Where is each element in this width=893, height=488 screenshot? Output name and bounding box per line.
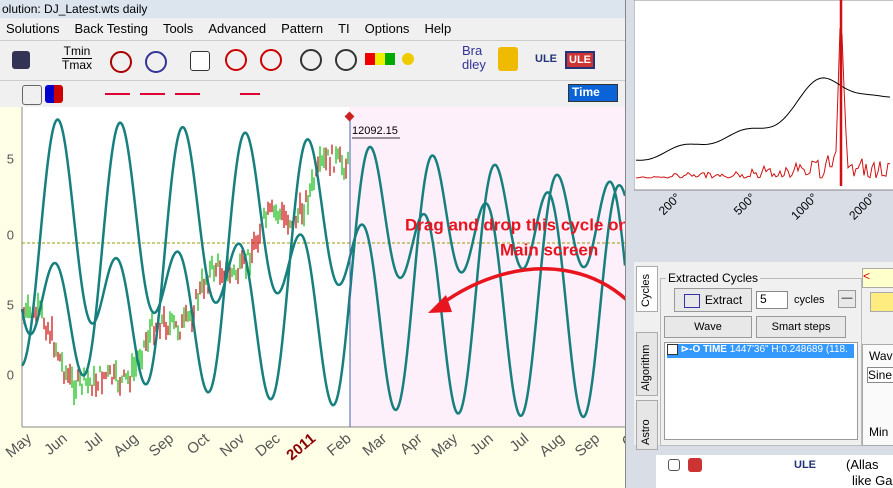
title-bar: olution: DJ_Latest.wts daily [0,0,625,18]
group-box [660,278,862,446]
x-label: O [619,430,625,451]
annotation-2: Main screen [500,240,598,259]
menu-item[interactable]: Tools [162,21,194,36]
cycle-item[interactable]: ⊳-O TIME 1447'36" H:0.248689 (118. [667,344,854,358]
tmin-tmax-button[interactable]: Tmin Tmax [62,45,92,72]
cycle-marker: ⊳-O [680,344,701,356]
spectrum-chart: 200° 500° 1000° 2000° [634,0,893,223]
cycle-label: TIME [703,344,727,356]
y-tick-label: 0 [7,367,14,382]
menu-item[interactable]: Back Testing [74,21,148,36]
y-tick-label: 5 [7,297,14,312]
main-chart: 12092.15 Drag and drop this cycle on the… [0,107,625,488]
toolbar-2: Time [0,80,625,107]
cycle-list: ⊳-O TIME 1447'36" H:0.248689 (118. [664,342,858,440]
menu-item[interactable]: Solutions [6,21,60,36]
tab[interactable]: Cycles [636,266,658,312]
price-label: 12092.15 [352,125,398,137]
cycles-label: cycles [794,294,825,306]
cycle-count[interactable]: 5 [756,291,788,309]
spectrum-x-label: 500° [731,190,759,218]
menu-item[interactable]: TI [338,21,350,36]
side-arrow-text: < [863,269,871,283]
time-dropdown[interactable]: Time [568,84,618,102]
tab-label: Cycles [640,273,652,307]
bradley-2: dley [462,57,486,72]
tab[interactable]: Algorithm [636,332,658,396]
menu-item[interactable]: Pattern [281,21,324,36]
cycle-detail: 1447'36" H:0.248689 (118. [729,344,848,356]
bottom-text-1: (Allas [846,457,879,472]
menu-item[interactable]: Options [364,21,410,36]
spectrum-x-label: 1000° [788,190,820,222]
window-title: olution: DJ_Latest.wts daily [2,2,148,16]
y-tick-label: 5 [7,151,14,166]
group-title: Extracted Cycles [666,271,761,285]
bottom-strip: ULE (Allas like Ga [656,455,893,488]
menu-item[interactable]: Advanced [208,21,267,36]
ule-box-button[interactable]: ULE [565,51,595,69]
extract-button[interactable]: Extract [674,288,752,312]
smart-steps-button[interactable]: Smart steps [756,316,846,338]
extract-label: Extract [704,293,743,307]
side-sine[interactable]: Sine [867,367,893,383]
tab-label: Astro [640,419,652,445]
side-min: Min [869,425,889,439]
menu-bar: Solutions Back Testing Tools Advanced Patter… [6,21,466,36]
tmax: Tmax [62,58,92,72]
side-box: Wav Sine Min [862,344,893,446]
cycles-window: 200° 500° 1000° 2000° Cycles Algorithm Astro … [625,0,893,488]
annotation-1: Drag and drop this cycle on the [405,215,625,234]
bottom-text-2: like Ga [852,473,893,488]
cycles-panel: Cycles Algorithm Astro Extracted Cycles Ex… [634,262,893,450]
bottom-ule: ULE [794,459,816,471]
wave-button[interactable]: Wave [664,316,752,338]
menu-item[interactable]: Help [424,21,452,36]
bradley-button[interactable]: Bra dley [462,44,486,72]
tab-label: Algorithm [640,344,652,391]
toolbar: Tmin Tmax Bra dley ULE ULE [0,40,625,79]
bradley-1: Bra [462,43,483,58]
spectrum-x-label: 2000° [846,190,878,222]
y-tick-label: 0 [7,227,14,242]
side-arrow[interactable]: < [862,268,893,288]
minus-button[interactable]: — [838,290,856,308]
tmin: Tmin [63,44,91,58]
ule-button[interactable]: ULE [535,53,557,65]
tab[interactable]: Astro [636,400,658,450]
side-wave: Wav [869,349,893,363]
spectrum-x-label: 200° [656,190,684,218]
